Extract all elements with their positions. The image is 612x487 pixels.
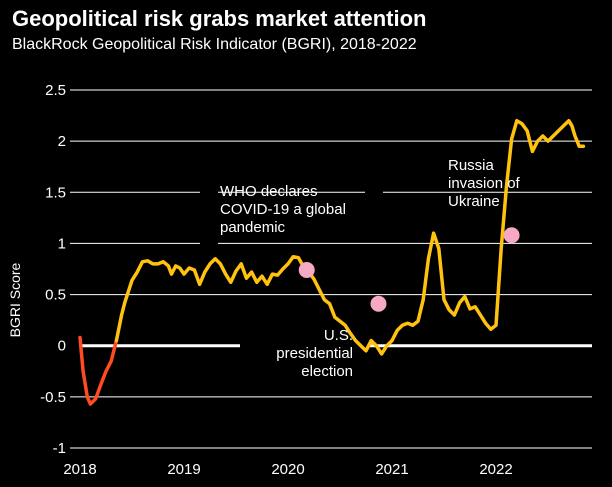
event-annotation: U.S. presidential election: [276, 327, 353, 380]
x-tick-label: 2018: [63, 461, 96, 478]
grid-lines: [70, 89, 592, 449]
chart-subtitle: BlackRock Geopolitical Risk Indicator (B…: [12, 36, 417, 53]
y-axis-label: BGRI Score: [7, 262, 23, 337]
annotation-line: pandemic: [220, 219, 286, 236]
annotation-line: Russia: [448, 157, 495, 174]
event-marker: [370, 295, 387, 312]
event-annotation: WHO declares COVID-19 a global pandemic: [220, 183, 346, 236]
annotation-line: U.S.: [324, 327, 353, 344]
x-tick-label: 2019: [167, 461, 200, 478]
event-annotation: Russia invasion of Ukraine: [448, 157, 521, 210]
y-tick-label: 0.5: [45, 287, 66, 304]
y-tick-label: -0.5: [40, 389, 66, 406]
x-tick-label: 2020: [271, 461, 304, 478]
annotation-line: WHO declares: [220, 183, 318, 200]
x-tick-label: 2022: [479, 461, 512, 478]
series-line-negative: [78, 335, 119, 406]
chart-title: Geopolitical risk grabs market attention: [12, 6, 427, 31]
event-marker: [298, 262, 315, 279]
y-tick-label: 2: [58, 133, 66, 150]
series-line-positive: [114, 118, 586, 356]
y-tick-label: -1: [53, 440, 66, 457]
grid-gap: [365, 190, 383, 195]
series-lines: [78, 118, 586, 406]
annotation-line: presidential: [276, 345, 353, 362]
annotation-line: COVID-19 a global: [220, 201, 346, 218]
y-tick-label: 1.5: [45, 184, 66, 201]
annotation-line: Ukraine: [448, 193, 500, 210]
event-marker: [503, 227, 520, 244]
annotation-line: election: [301, 363, 353, 380]
annotation-line: invasion of: [448, 175, 521, 192]
y-tick-label: 1: [58, 235, 66, 252]
event-annotations: WHO declares COVID-19 a global pandemic U.S…: [220, 157, 521, 380]
y-tick-labels: 2.5 2 1.5 1 0.5 0 -0.5 -1: [40, 82, 66, 457]
y-tick-label: 2.5: [45, 82, 66, 99]
grid-gap: [200, 241, 218, 246]
event-markers: [298, 227, 520, 312]
y-tick-label: 0: [58, 338, 66, 355]
x-tick-label: 2021: [375, 461, 408, 478]
x-tick-labels: 2018 2019 2020 2021 2022: [63, 461, 512, 478]
grid-gap: [200, 190, 218, 195]
